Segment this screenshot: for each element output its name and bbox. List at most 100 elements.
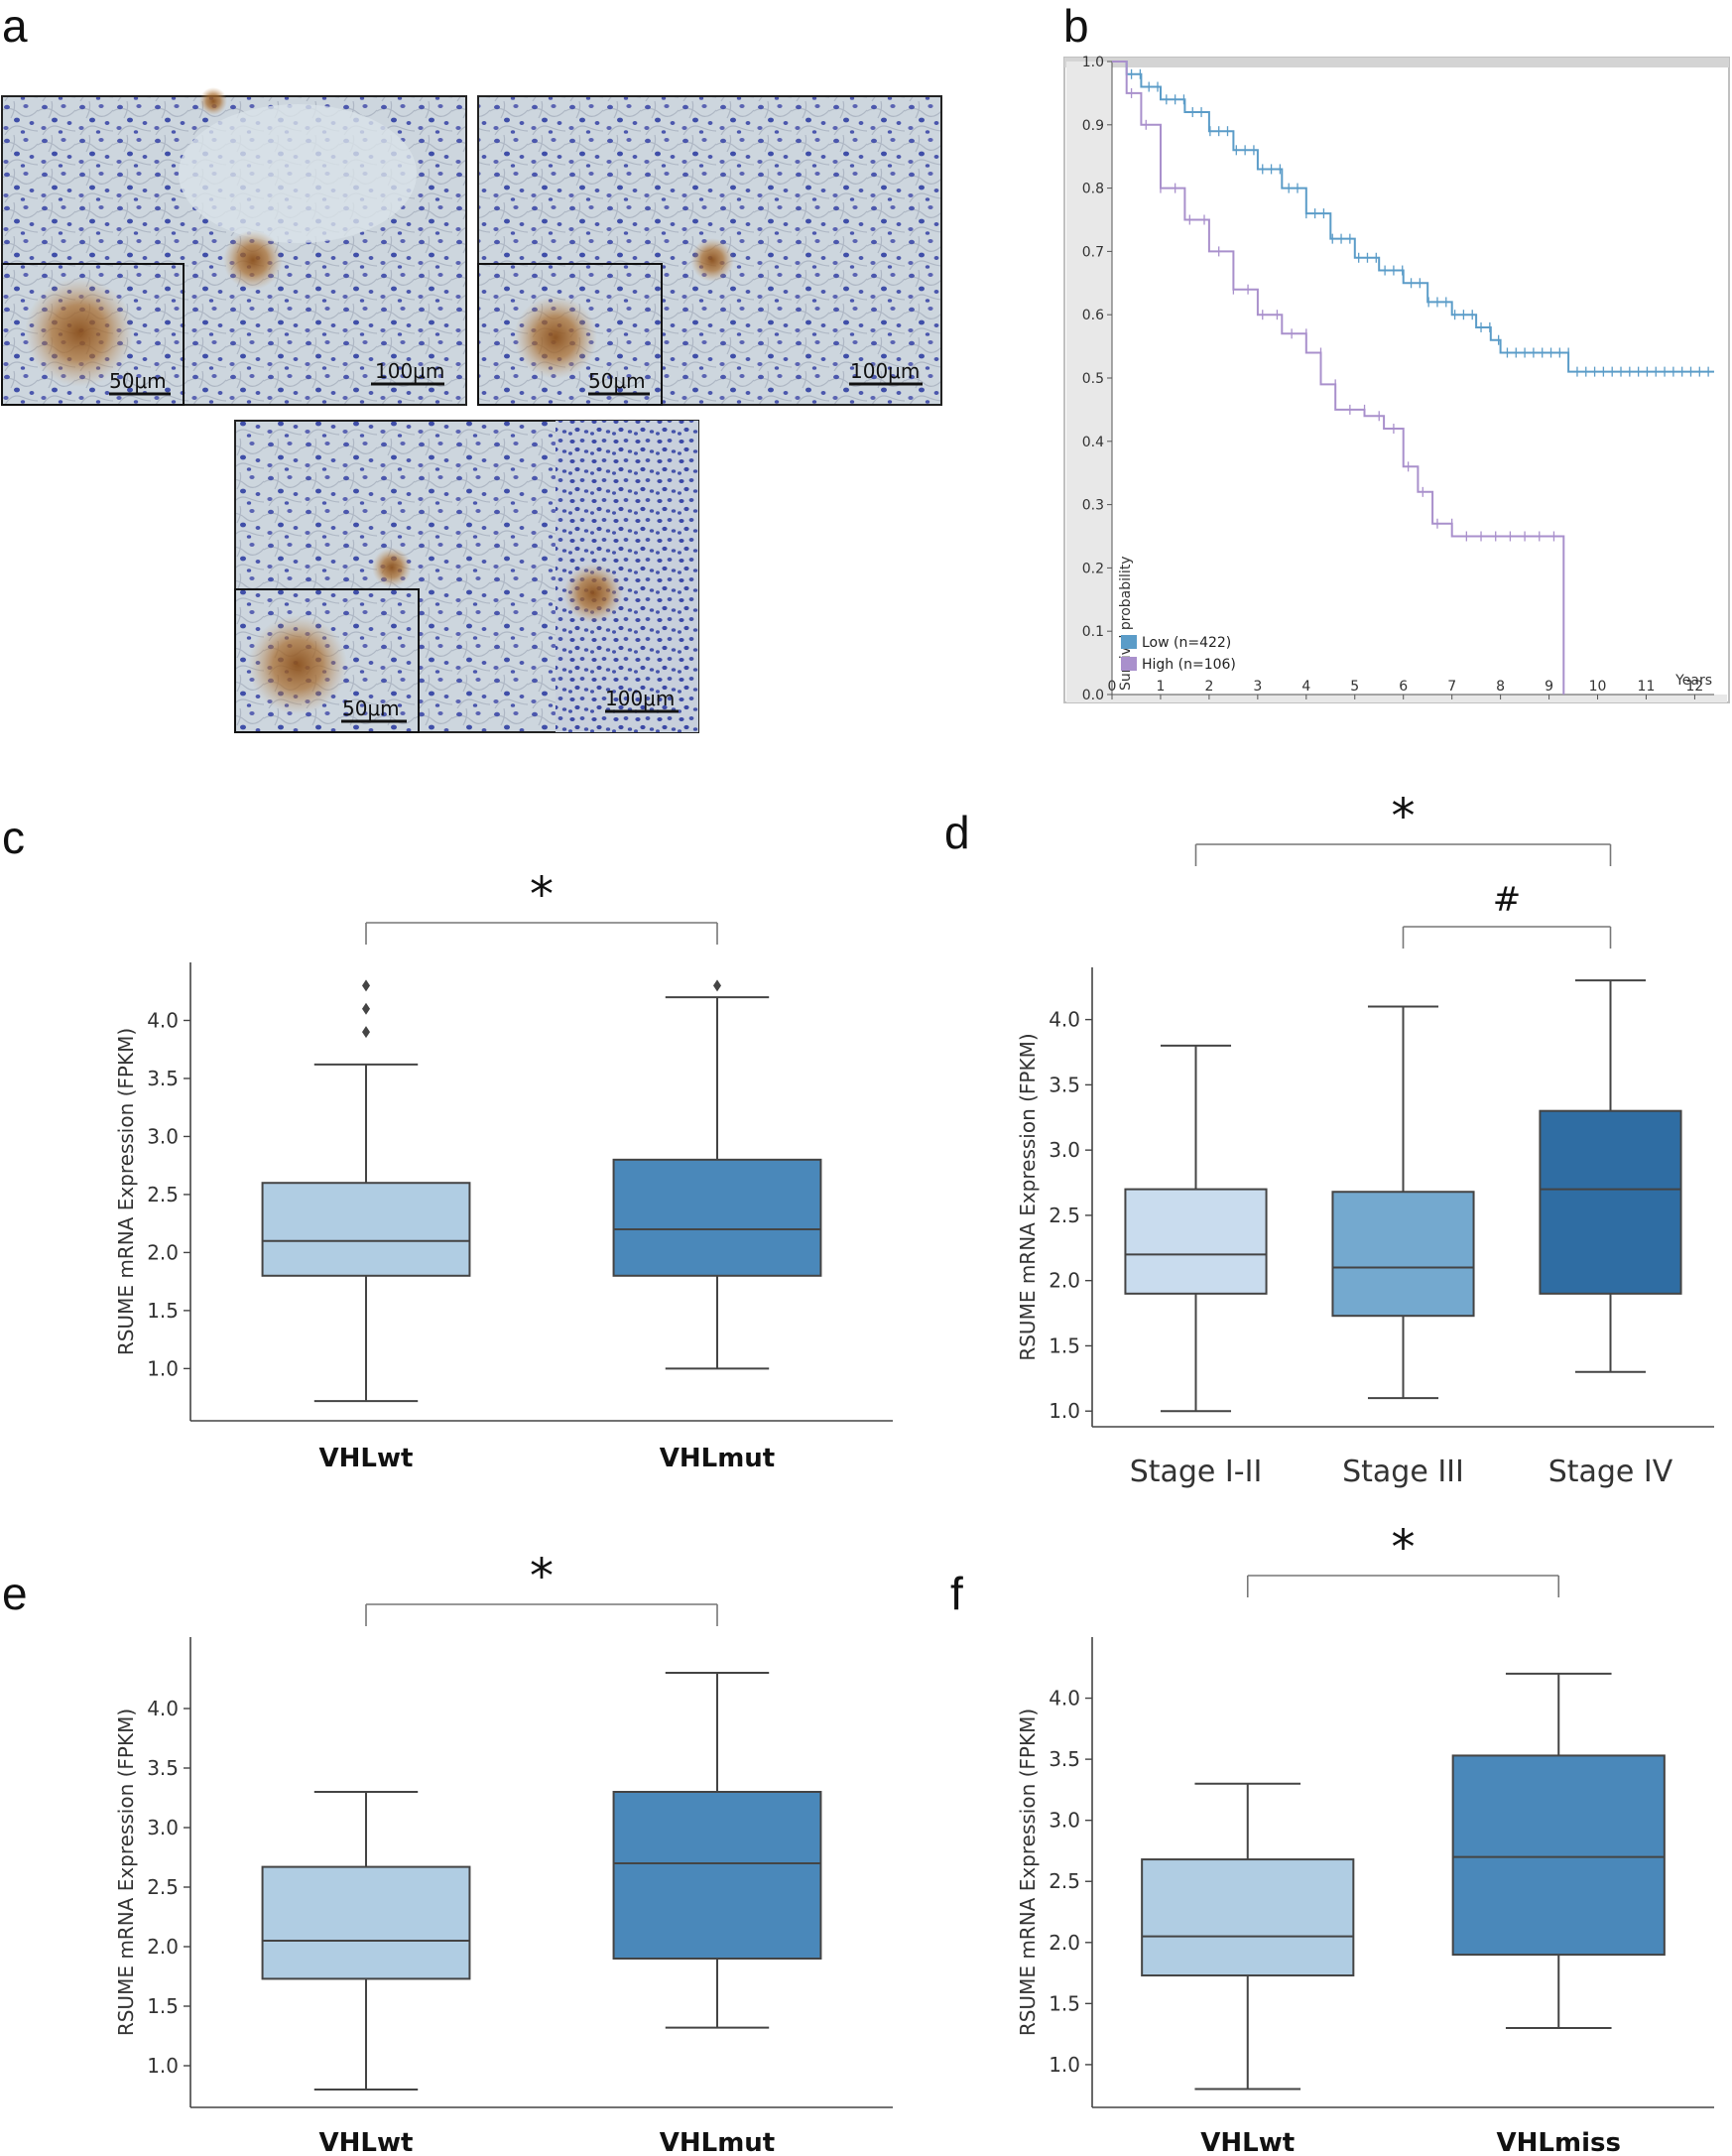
y-axis-label: RSUME mRNA Expression (FPKM) <box>114 1709 138 2036</box>
km-x-axis-label: Years <box>1674 673 1712 689</box>
scale-bar-main-3: 100μm <box>605 687 675 710</box>
km-legend-swatch <box>1121 657 1137 671</box>
km-y-tick-label: 0.5 <box>1082 371 1104 387</box>
y-tick-label: 3.5 <box>1049 1747 1080 1771</box>
km-y-tick-label: 0.0 <box>1082 688 1104 703</box>
panel-label-e: e <box>2 1568 28 1619</box>
y-tick-label: 1.0 <box>1049 2053 1080 2077</box>
panel-a-micrographs: 100μm 50μm 100μm 50μm 100μm 50μm <box>1 87 942 733</box>
y-tick-label: 1.0 <box>147 2054 179 2078</box>
significance-marker: # <box>1493 880 1522 920</box>
y-axis-label: RSUME mRNA Expression (FPKM) <box>1016 1033 1040 1360</box>
significance-marker: * <box>530 867 554 923</box>
scale-bar-inset-1: 50μm <box>109 369 167 393</box>
km-frame <box>1063 57 1730 703</box>
y-tick-label: 2.5 <box>147 1183 179 1206</box>
km-curve-high <box>1112 61 1565 695</box>
km-x-tick-label: 2 <box>1204 679 1213 695</box>
box-stage-iii <box>1331 1191 1475 1318</box>
category-label: Stage IV <box>1548 1455 1673 1489</box>
y-tick-label: 2.0 <box>147 1935 179 1959</box>
panel-d-boxplot: 1.0 1.5 2.0 2.5 3.0 3.5 4.0 RSUME mRNA Expressi… <box>1016 789 1714 1489</box>
km-curve-low <box>1112 61 1714 373</box>
scale-bar-inset-2: 50μm <box>588 369 646 393</box>
y-tick-label: 1.0 <box>1049 1399 1080 1423</box>
y-tick-label: 2.0 <box>1049 1269 1080 1293</box>
micrograph-3: 100μm 50μm <box>234 420 699 733</box>
km-y-tick-label: 0.3 <box>1082 498 1104 514</box>
y-tick-label: 1.5 <box>147 1994 179 2018</box>
km-x-tick-label: 7 <box>1447 679 1456 695</box>
box-vhlwt <box>1141 1858 1355 1977</box>
km-y-tick-label: 0.9 <box>1082 118 1104 134</box>
outlier-point <box>362 1002 370 1015</box>
km-y-tick-label: 0.6 <box>1082 308 1104 323</box>
km-y-tick-label: 1.0 <box>1082 55 1104 70</box>
km-x-tick-label: 9 <box>1545 679 1553 695</box>
km-y-tick-label: 0.8 <box>1082 182 1104 197</box>
box-vhlwt <box>261 1182 471 1277</box>
y-tick-label: 1.5 <box>1049 1991 1080 2015</box>
category-label: Stage I-II <box>1130 1455 1263 1489</box>
panel-label-b: b <box>1063 0 1089 52</box>
y-tick-label: 4.0 <box>147 1697 179 1720</box>
km-x-tick-label: 1 <box>1156 679 1165 695</box>
y-tick-label: 1.5 <box>1049 1333 1080 1357</box>
y-tick-label: 3.0 <box>147 1124 179 1148</box>
km-y-band <box>1066 62 1112 700</box>
km-y-tick-label: 0.7 <box>1082 244 1104 260</box>
y-tick-label: 4.0 <box>1049 1687 1080 1711</box>
outlier-point <box>362 1026 370 1039</box>
km-y-tick-label: 0.2 <box>1082 561 1104 576</box>
km-x-tick-label: 11 <box>1638 679 1656 695</box>
y-tick-label: 2.5 <box>1049 1869 1080 1893</box>
y-tick-label: 3.0 <box>1049 1809 1080 1833</box>
y-tick-label: 2.0 <box>1049 1931 1080 1955</box>
y-tick-label: 1.0 <box>147 1356 179 1380</box>
y-tick-label: 3.0 <box>147 1816 179 1839</box>
km-x-band <box>1066 695 1727 702</box>
category-label: Stage III <box>1342 1455 1464 1489</box>
category-label: VHLwt <box>1200 2128 1295 2156</box>
km-x-tick-label: 3 <box>1253 679 1262 695</box>
significance-marker: * <box>530 1549 554 1604</box>
y-tick-label: 3.5 <box>1049 1073 1080 1096</box>
significance-marker: * <box>1392 789 1416 844</box>
km-x-tick-label: 10 <box>1589 679 1607 695</box>
box-vhlwt <box>261 1865 471 1980</box>
box-stage-iv <box>1539 1109 1682 1295</box>
km-y-tick-label: 0.1 <box>1082 624 1104 640</box>
km-x-tick-label: 8 <box>1496 679 1505 695</box>
km-legend-swatch <box>1121 635 1137 649</box>
micrograph-1: 100μm 50μm <box>1 87 467 406</box>
category-label: VHLmut <box>660 1444 775 1473</box>
km-legend-label: High (n=106) <box>1142 657 1236 673</box>
panel-b-survival-chart: 0.00.10.20.30.40.50.60.70.80.91.00 1 2 3 4 5 6… <box>1063 55 1730 703</box>
box-stage-i-ii <box>1124 1188 1268 1295</box>
y-tick-label: 4.0 <box>1049 1008 1080 1032</box>
km-x-tick-label: 5 <box>1350 679 1359 695</box>
km-x-tick-label: 0 <box>1108 679 1117 695</box>
panel-label-c: c <box>2 812 25 863</box>
scale-bar-main-1: 100μm <box>375 359 444 383</box>
category-label: VHLwt <box>319 2128 414 2156</box>
panel-e-boxplot: 1.0 1.5 2.0 2.5 3.0 3.5 4.0 RSUME mRNA Expressi… <box>114 1549 893 2156</box>
box-vhlmut <box>612 1791 822 1960</box>
km-x-tick-label: 4 <box>1301 679 1310 695</box>
y-tick-label: 2.0 <box>147 1240 179 1264</box>
km-top-band <box>1064 58 1729 67</box>
y-axis-label: RSUME mRNA Expression (FPKM) <box>1016 1709 1040 2036</box>
y-tick-label: 3.5 <box>147 1067 179 1090</box>
y-tick-label: 3.5 <box>147 1756 179 1780</box>
category-label: VHLwt <box>319 1444 414 1473</box>
km-x-tick-label: 6 <box>1399 679 1408 695</box>
km-y-tick-label: 0.4 <box>1082 435 1104 450</box>
y-tick-label: 2.5 <box>147 1875 179 1899</box>
panel-label-d: d <box>944 807 970 858</box>
scale-bar-inset-3: 50μm <box>342 697 400 720</box>
scale-bar-main-2: 100μm <box>850 359 920 383</box>
y-tick-label: 1.5 <box>147 1299 179 1323</box>
km-x-tick-label: 12 <box>1686 679 1704 695</box>
box-vhlmiss <box>1451 1754 1666 1957</box>
